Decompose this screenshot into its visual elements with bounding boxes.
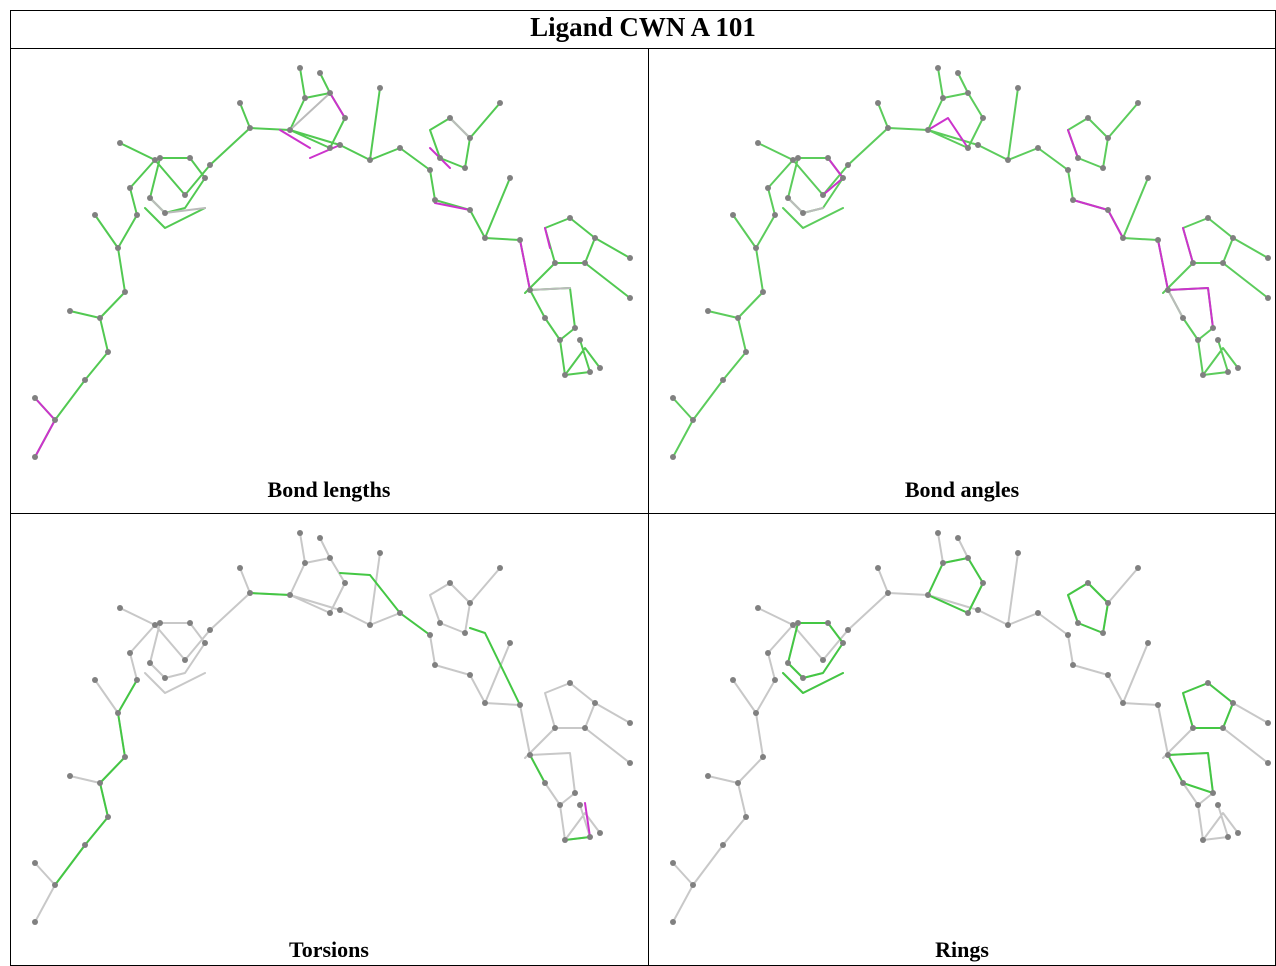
title: Ligand CWN A 101	[530, 12, 756, 42]
bonds	[34, 532, 631, 923]
outlier-torsions	[584, 802, 591, 838]
panel-label: Torsions	[289, 937, 369, 962]
outlier-bonds	[34, 92, 551, 458]
neutral-bonds	[149, 92, 571, 291]
molecule-view	[32, 530, 633, 925]
ring-bonds	[782, 557, 1234, 794]
bonds	[672, 532, 1269, 923]
torsion-bonds	[54, 572, 591, 886]
atoms	[670, 65, 1271, 460]
panel-label: Rings	[935, 937, 989, 962]
atoms	[670, 530, 1271, 925]
outer-frame	[10, 10, 1276, 966]
panel-label: Bond lengths	[268, 477, 391, 502]
neutral-bonds	[787, 197, 1184, 319]
molecule-view	[670, 65, 1271, 460]
molecule-view	[32, 65, 633, 460]
bonds	[34, 67, 631, 458]
bonds	[672, 67, 1269, 458]
outlier-angles	[822, 117, 1214, 329]
molecule-view	[670, 530, 1271, 925]
atoms	[32, 65, 633, 460]
atoms	[32, 530, 633, 925]
panel-label: Bond angles	[905, 477, 1020, 502]
